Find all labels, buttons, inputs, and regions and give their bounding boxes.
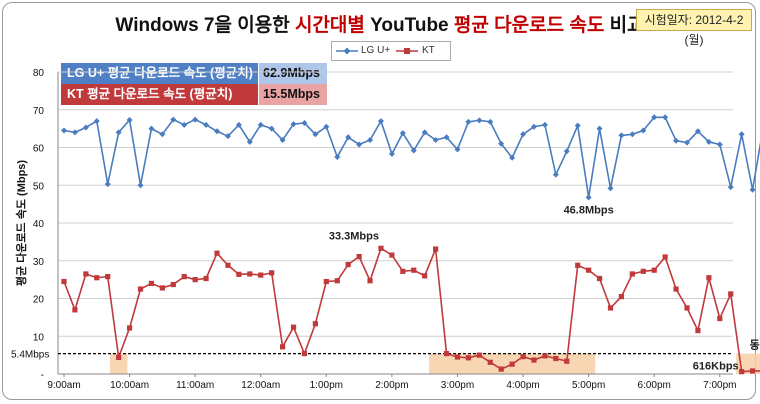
lg-average-value: 62.9Mbps <box>259 63 327 84</box>
title-highlight-speed: 평균 다운로드 속도 <box>453 15 605 36</box>
kt-average-value: 15.5Mbps <box>259 84 327 105</box>
legend-lg-marker <box>336 47 358 55</box>
title-pre: Windows 7을 이용한 <box>115 15 295 36</box>
title-mid: YouTube <box>364 15 454 36</box>
chart-frame <box>2 2 756 400</box>
title-highlight-time: 시간대별 <box>294 15 365 36</box>
legend-lg-label: LG U+ <box>361 45 391 56</box>
lg-average-label: LG U+ 평균 다운로드 속도 (평균치) <box>61 63 258 84</box>
legend-kt-label: KT <box>422 45 435 56</box>
legend-kt-marker <box>396 48 418 54</box>
chart-legend: LG U+ KT <box>331 41 451 61</box>
title-post: 비교 <box>604 15 645 36</box>
test-date-badge: 시험일자: 2012-4-2 (월) <box>636 9 752 47</box>
kt-average-label: KT 평균 다운로드 속도 (평균치) <box>61 84 258 105</box>
page-title: Windows 7을 이용한 시간대별 YouTube 평균 다운로드 속도 비… <box>0 10 760 37</box>
